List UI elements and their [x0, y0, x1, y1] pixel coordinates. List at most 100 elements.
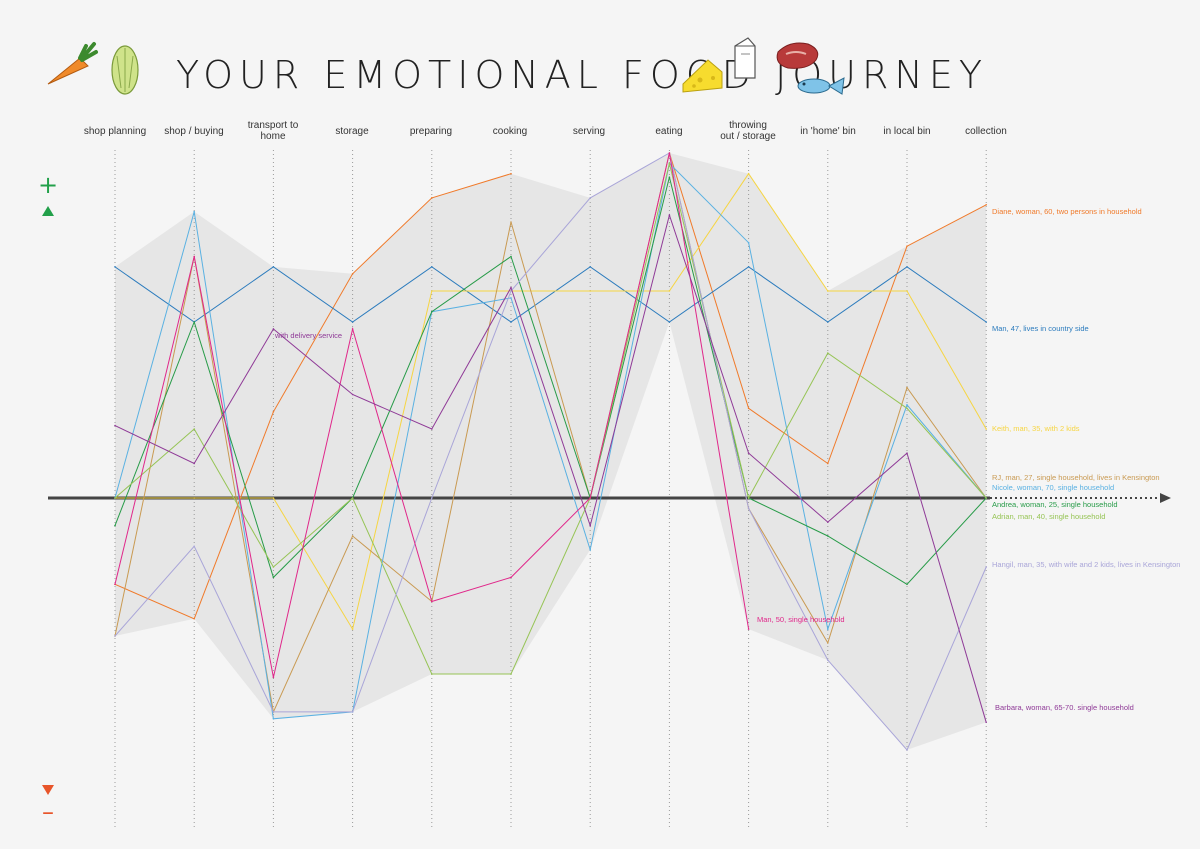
series-point	[747, 172, 750, 175]
series-point	[431, 310, 433, 313]
series-line-6	[114, 163, 987, 675]
series-point	[827, 535, 829, 537]
annotation-delivery-service: with delivery service	[274, 331, 342, 340]
series-point	[985, 321, 987, 323]
stage-label-home-bin: in 'home' bin	[800, 126, 856, 137]
stage-label-transport-to-home: transport to home	[248, 120, 299, 142]
series-point	[431, 428, 433, 430]
series-label: RJ, man, 27, single household, lives in …	[992, 473, 1160, 482]
stage-label-throwing-out: throwing out / storage	[720, 120, 776, 142]
series-point	[589, 290, 591, 292]
series-point	[906, 452, 908, 454]
chart-title: YOUR EMOTIONAL FOOD JOURNEY	[176, 53, 988, 97]
milk-carton-icon	[734, 37, 756, 79]
stage-label-cooking: cooking	[493, 126, 527, 137]
series-point	[589, 548, 591, 551]
series-point	[193, 210, 195, 213]
series-point	[747, 628, 750, 630]
series-point	[589, 497, 591, 499]
stage-label-preparing: preparing	[410, 126, 452, 137]
series-point	[114, 424, 116, 427]
series-point	[114, 497, 116, 499]
series-point	[510, 297, 512, 299]
series-label: Man, 50, single household	[757, 615, 845, 624]
series-point	[351, 628, 354, 630]
series-point	[589, 524, 591, 527]
series-point	[272, 497, 275, 499]
series-point	[510, 290, 512, 292]
series-point	[985, 428, 987, 430]
series-point	[351, 535, 354, 537]
negative-symbol: –	[42, 798, 54, 826]
series-point	[985, 566, 987, 568]
series-point	[668, 321, 671, 323]
series-point	[668, 214, 671, 216]
series-point	[747, 507, 750, 510]
stage-label-storage: storage	[335, 126, 369, 137]
envelope-area	[115, 153, 987, 750]
series-point	[272, 711, 275, 713]
series-label: Nicole, woman, 70, single household	[992, 483, 1114, 492]
series-point	[985, 721, 987, 724]
series-point	[827, 290, 829, 292]
lettuce-icon	[111, 45, 139, 95]
series-line-2	[115, 172, 987, 631]
series-point	[193, 545, 195, 548]
series-point	[351, 272, 354, 275]
series-point	[272, 328, 275, 330]
series-point	[351, 321, 354, 323]
series-point	[827, 462, 829, 465]
series-point	[272, 676, 275, 679]
series-point	[510, 221, 512, 223]
series-point	[114, 635, 116, 637]
series-point	[431, 600, 433, 603]
stage-gridlines	[114, 150, 987, 828]
series-label: Keith, man, 35, with 2 kids	[992, 424, 1080, 433]
series-label: Andrea, woman, 25, single household	[992, 500, 1118, 509]
series-point	[510, 673, 512, 675]
series-point	[114, 266, 116, 268]
series-point	[272, 576, 275, 579]
series-point	[827, 628, 829, 630]
series-point	[827, 642, 829, 644]
series-point	[193, 255, 195, 258]
series-point	[906, 407, 908, 410]
series-point	[906, 404, 908, 406]
series-point	[668, 162, 671, 165]
series-point	[906, 386, 908, 389]
series-point	[193, 497, 195, 499]
stage-label-eating: eating	[655, 126, 682, 137]
fish-icon	[797, 77, 845, 95]
series-point	[985, 203, 987, 206]
series-point	[747, 266, 750, 268]
series-point	[431, 197, 433, 199]
series-point	[114, 583, 116, 586]
series-point	[668, 176, 671, 178]
series-point	[114, 524, 116, 527]
series-point	[351, 497, 354, 499]
series-point	[747, 241, 750, 244]
series-point	[272, 566, 275, 568]
series-point	[272, 410, 275, 413]
series-point	[510, 172, 512, 175]
series-point	[193, 617, 195, 620]
series-point	[510, 576, 512, 579]
series-point	[827, 352, 829, 354]
down-arrow-icon	[42, 785, 54, 795]
series-point	[510, 255, 512, 258]
series-point	[827, 321, 829, 323]
carrot-icon	[47, 42, 98, 85]
series-point	[272, 266, 275, 268]
series-point	[747, 452, 750, 454]
series-point	[272, 718, 275, 720]
series-point	[668, 290, 671, 292]
range-envelope	[115, 153, 987, 750]
series-label: Barbara, woman, 65-70. single household	[995, 703, 1134, 712]
series-label: Man, 47, lives in country side	[992, 324, 1089, 333]
series-point	[906, 749, 908, 751]
series-point	[510, 286, 512, 289]
series-point	[906, 245, 908, 247]
series-point	[431, 497, 433, 499]
series-point	[431, 266, 433, 268]
series-point	[510, 321, 512, 323]
